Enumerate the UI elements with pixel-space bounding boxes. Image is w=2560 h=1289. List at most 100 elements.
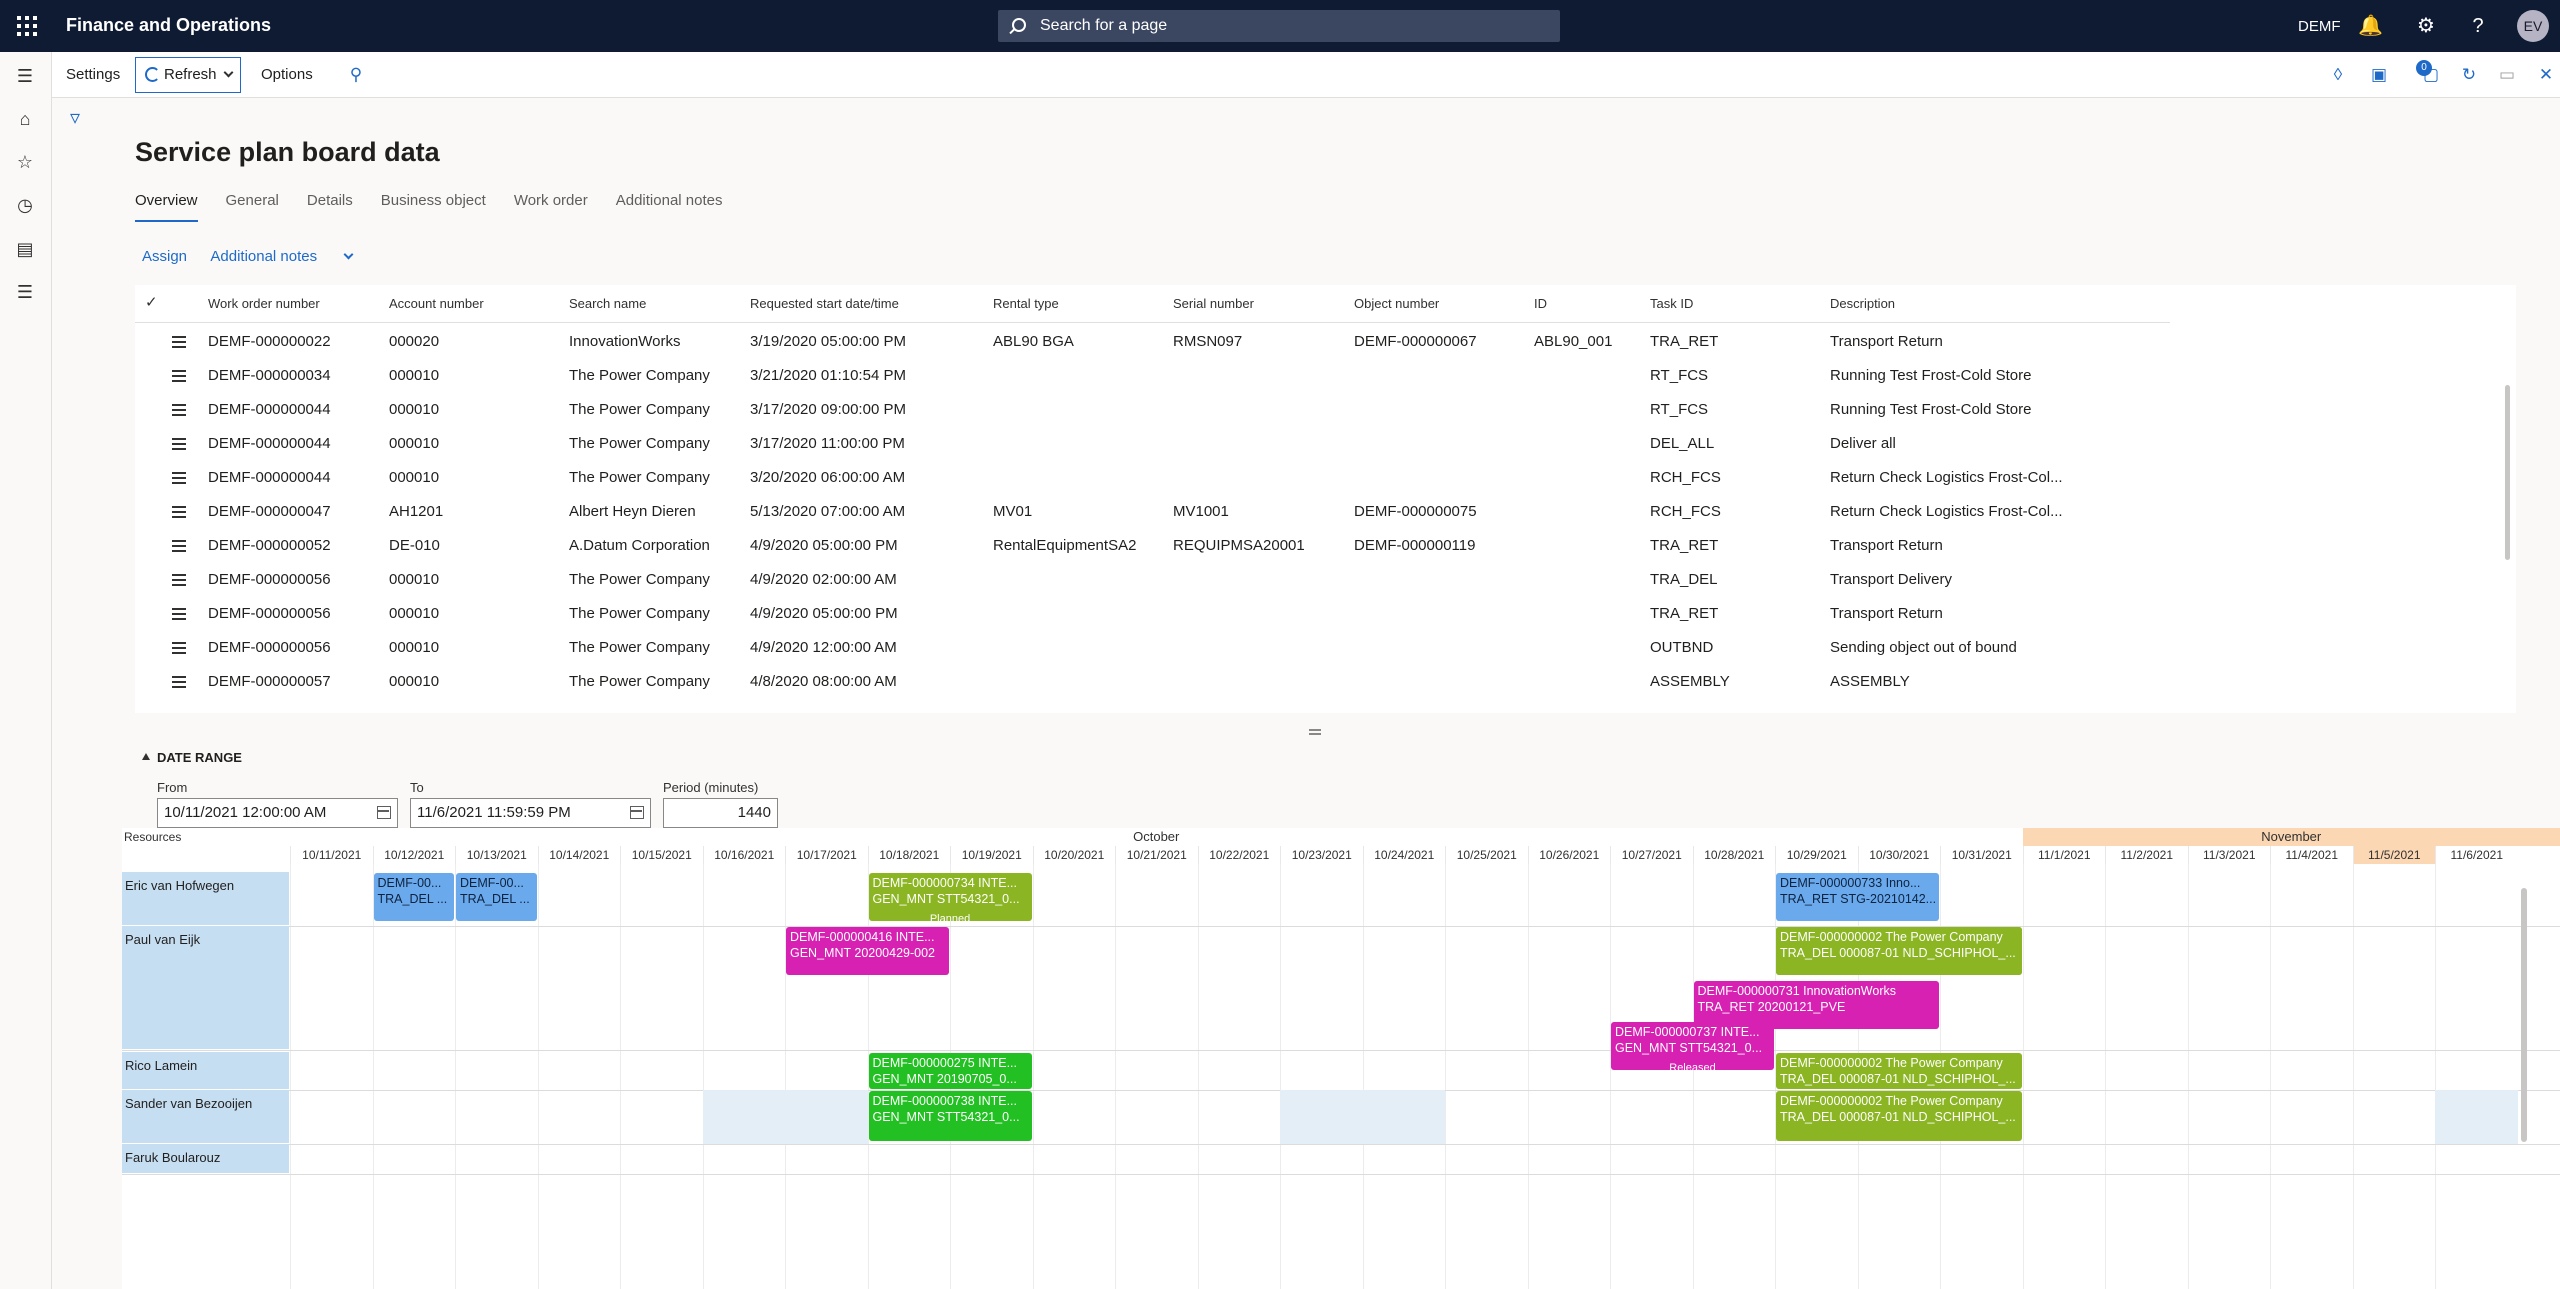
table-cell: The Power Company — [569, 639, 710, 656]
work-order-card[interactable]: DEMF-00... TRA_DEL ... — [373, 873, 454, 921]
app-title[interactable]: Finance and Operations — [66, 15, 272, 35]
open-new-window-icon[interactable]: ▭ — [2498, 65, 2516, 84]
table-row[interactable]: DEMF-000000056 000010 The Power Company 4/9… — [135, 631, 2170, 665]
assign-button[interactable]: Assign — [142, 248, 188, 265]
work-order-card[interactable]: DEMF-000000275 INTE... GEN_MNT 20190705_0… — [868, 1053, 1032, 1089]
tab-details[interactable]: Details — [306, 192, 353, 209]
tab-overview[interactable]: Overview — [135, 190, 198, 222]
col-header[interactable]: Rental type — [993, 296, 1059, 311]
tab-additional-notes[interactable]: Additional notes — [615, 192, 723, 209]
work-order-card[interactable]: DEMF-000000002 The Power Company TRA_DEL … — [1776, 1053, 2022, 1089]
day-gridline — [455, 864, 456, 1289]
table-row[interactable]: DEMF-000000057 000010 The Power Company 4/8… — [135, 665, 2170, 699]
additional-notes-menu[interactable]: Additional notes — [210, 248, 372, 265]
resource-row-label[interactable]: Faruk Boularouz — [122, 1144, 289, 1174]
hamburger-icon[interactable]: ☰ — [16, 66, 34, 86]
filter-icon[interactable]: ▿ — [70, 107, 81, 129]
period-field[interactable]: 1440 — [663, 798, 778, 828]
table-row[interactable]: DEMF-000000044 000010 The Power Company 3/1… — [135, 427, 2170, 461]
date-range-header[interactable]: DATE RANGE — [157, 750, 242, 765]
row-menu-icon[interactable] — [172, 608, 186, 620]
col-header[interactable]: Task ID — [1650, 296, 1694, 311]
to-date-field[interactable]: 11/6/2021 11:59:59 PM — [410, 798, 651, 828]
tab-general[interactable]: General — [225, 192, 279, 209]
col-header[interactable]: ID — [1534, 296, 1547, 311]
avatar[interactable]: EV — [2517, 10, 2549, 42]
refresh-button[interactable]: Refresh — [135, 57, 241, 93]
schedule-scrollbar[interactable] — [2521, 888, 2527, 1142]
close-icon[interactable]: ✕ — [2538, 65, 2554, 84]
month-header: October — [1133, 829, 1180, 844]
grid-scrollbar[interactable] — [2505, 385, 2510, 560]
table-row[interactable]: DEMF-000000022 000020 InnovationWorks 3/19/… — [135, 325, 2170, 359]
modules-icon[interactable]: ☰ — [16, 282, 34, 302]
resource-row-label[interactable]: Rico Lamein — [122, 1052, 289, 1090]
work-order-card[interactable]: DEMF-000000002 The Power Company TRA_DEL … — [1776, 927, 2022, 975]
col-header[interactable]: Serial number — [1173, 296, 1254, 311]
table-row[interactable]: DEMF-000000052 DE-010 A.Datum Corporation 4… — [135, 529, 2170, 563]
row-menu-icon[interactable] — [172, 506, 186, 518]
from-date-field[interactable]: 10/11/2021 12:00:00 AM — [157, 798, 398, 828]
work-order-card[interactable]: DEMF-000000416 INTE... GEN_MNT 20200429-0… — [786, 927, 949, 975]
calendar-icon[interactable] — [630, 806, 644, 819]
work-order-card[interactable]: DEMF-000000734 INTE... GEN_MNT STT54321_0… — [868, 873, 1032, 921]
tab-work-order[interactable]: Work order — [513, 192, 588, 209]
home-icon[interactable]: ⌂ — [19, 109, 31, 129]
row-menu-icon[interactable] — [172, 438, 186, 450]
work-order-card[interactable]: DEMF-000000737 INTE... GEN_MNT STT54321_0… — [1611, 1022, 1774, 1070]
row-menu-icon[interactable] — [172, 404, 186, 416]
row-menu-icon[interactable] — [172, 370, 186, 382]
col-header[interactable]: Account number — [389, 296, 484, 311]
workspaces-icon[interactable]: ▤ — [16, 239, 34, 259]
collapse-triangle-icon[interactable] — [142, 753, 150, 760]
search-icon[interactable]: ⚲ — [349, 65, 363, 84]
star-icon[interactable]: ☆ — [16, 152, 34, 172]
table-cell: Albert Heyn Dieren — [569, 503, 696, 520]
table-row[interactable]: DEMF-000000047 AH1201 Albert Heyn Dieren 5/… — [135, 495, 2170, 529]
table-row[interactable]: DEMF-000000044 000010 The Power Company 3/2… — [135, 461, 2170, 495]
company-picker[interactable]: DEMF — [2298, 18, 2341, 35]
refresh-page-icon[interactable]: ↻ — [2461, 65, 2477, 84]
table-row[interactable]: DEMF-000000034 000010 The Power Company 3/2… — [135, 359, 2170, 393]
app-launcher-icon[interactable] — [17, 16, 37, 36]
gear-icon[interactable]: ⚙ — [2417, 15, 2435, 37]
resource-row-label[interactable]: Sander van Bezooijen — [122, 1090, 289, 1144]
work-order-card[interactable]: DEMF-000000731 InnovationWorks TRA_RET 20… — [1693, 981, 1939, 1029]
table-cell: 5/13/2020 07:00:00 AM — [750, 503, 906, 520]
options-button[interactable]: Options — [261, 66, 313, 83]
bell-icon[interactable]: 🔔 — [2358, 15, 2383, 37]
left-nav: ☰ ⌂ ☆ ◷ ▤ ☰ — [0, 52, 52, 1289]
col-header[interactable]: Requested start date/time — [750, 296, 899, 311]
diamond-icon[interactable]: ◊ — [2333, 65, 2343, 84]
row-menu-icon[interactable] — [172, 574, 186, 586]
help-icon[interactable]: ? — [2472, 15, 2484, 37]
row-menu-icon[interactable] — [172, 676, 186, 688]
table-row[interactable]: DEMF-000000056 000010 The Power Company 4/9… — [135, 597, 2170, 631]
row-menu-icon[interactable] — [172, 336, 186, 348]
resource-row-label[interactable]: Paul van Eijk — [122, 926, 289, 1050]
col-header[interactable]: Work order number — [208, 296, 320, 311]
office-icon[interactable]: ▣ — [2370, 65, 2388, 84]
work-order-card[interactable]: DEMF-000000738 INTE... GEN_MNT STT54321_0… — [868, 1091, 1032, 1141]
work-order-card[interactable]: DEMF-00... TRA_DEL ... — [456, 873, 537, 921]
row-menu-icon[interactable] — [172, 642, 186, 654]
splitter-handle[interactable] — [1309, 729, 1321, 735]
resource-row-label[interactable]: Eric van Hofwegen — [122, 872, 289, 926]
col-header[interactable]: Description — [1830, 296, 1896, 311]
col-header[interactable]: Object number — [1354, 296, 1440, 311]
work-order-card[interactable]: DEMF-000000733 Inno... TRA_RET STG-202101… — [1776, 873, 1939, 921]
row-menu-icon[interactable] — [172, 540, 186, 552]
table-cell: DEMF-000000056 — [208, 571, 331, 588]
global-search-input[interactable]: Search for a page — [998, 10, 1560, 42]
settings-button[interactable]: Settings — [66, 66, 121, 83]
select-all-check-icon[interactable]: ✓ — [145, 294, 158, 311]
table-row[interactable]: DEMF-000000056 000010 The Power Company 4/9… — [135, 563, 2170, 597]
calendar-icon[interactable] — [377, 806, 391, 819]
tab-business-object[interactable]: Business object — [380, 192, 486, 209]
clock-icon[interactable]: ◷ — [17, 195, 33, 215]
col-header[interactable]: Search name — [569, 296, 647, 311]
work-order-card[interactable]: DEMF-000000002 The Power Company TRA_DEL … — [1776, 1091, 2022, 1141]
table-row[interactable]: DEMF-000000044 000010 The Power Company 3/1… — [135, 393, 2170, 427]
tab-strip: Overview General Details Business object… — [135, 190, 750, 222]
row-menu-icon[interactable] — [172, 472, 186, 484]
